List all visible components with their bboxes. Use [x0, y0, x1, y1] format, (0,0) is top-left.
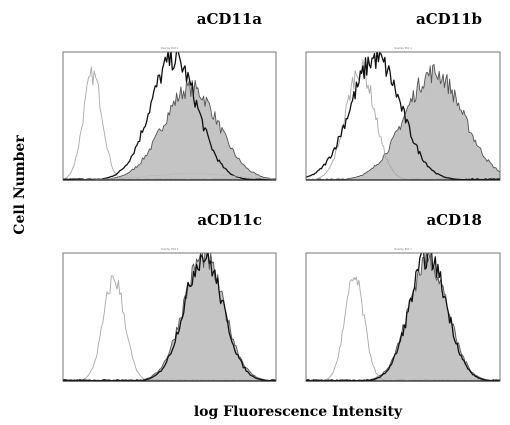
panel-subtitle: Overlay Plot 1 — [161, 247, 179, 251]
histogram-control-series — [306, 52, 500, 180]
panel-title: aCD18 — [426, 211, 482, 229]
histogram-panel: aCD11a Overlay Plot 1 — [62, 10, 277, 181]
panel-subtitle: Overlay Plot 1 — [394, 247, 412, 251]
histogram-panel: aCD18 Overlay Plot 1 — [305, 211, 501, 382]
histogram-isotype-series — [63, 275, 276, 381]
panel-title: aCD11c — [197, 211, 262, 229]
panel-title: aCD11a — [197, 10, 263, 28]
histogram-antibody-series — [63, 79, 276, 180]
panel-subtitle: Overlay Plot 1 — [161, 46, 179, 50]
histogram-panel: aCD11c Overlay Plot 1 — [62, 211, 277, 382]
panel-subtitle: Overlay Plot 1 — [394, 46, 412, 50]
histogram-panel: aCD11b Overlay Plot 1 — [305, 10, 501, 181]
y-axis-title: Cell Number — [12, 135, 28, 235]
histogram-antibody-series — [306, 253, 500, 381]
histogram-antibody-series — [306, 64, 500, 180]
x-axis-title: log Fluorescence Intensity — [194, 404, 403, 420]
panel-title: aCD11b — [416, 10, 482, 28]
